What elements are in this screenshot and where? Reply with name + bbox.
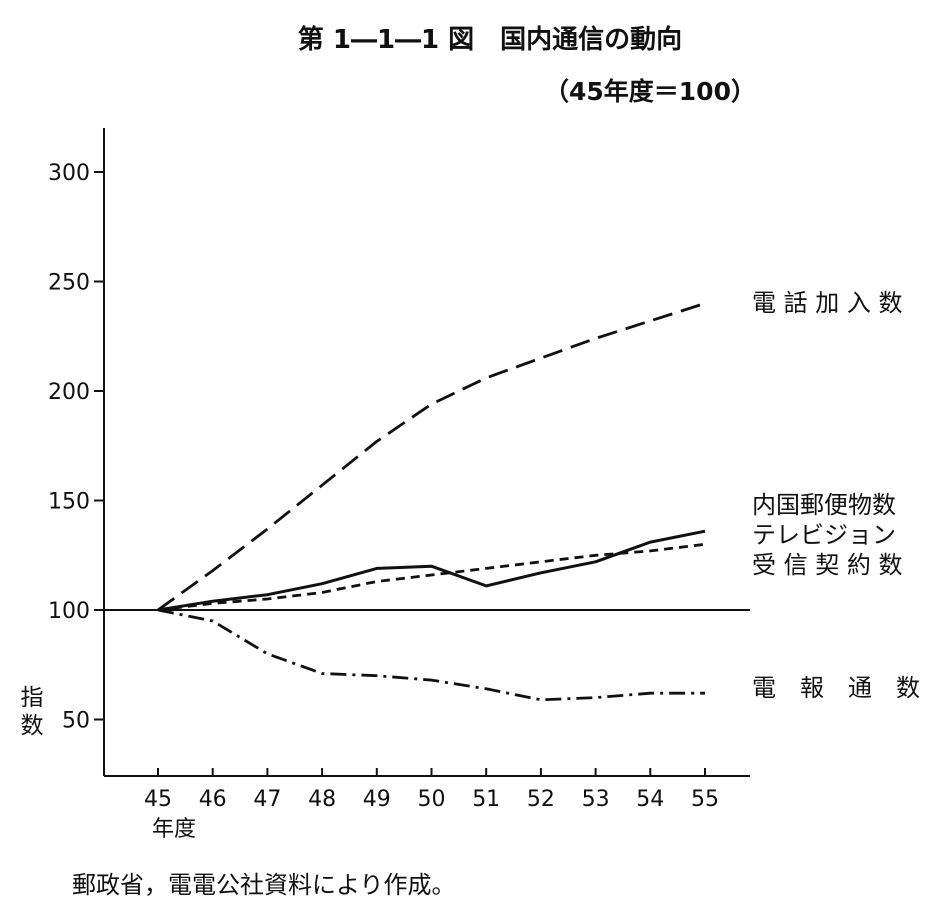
series-label-tv-line2: 受 信 契 約 数 (752, 551, 903, 579)
source-note: 郵政省，電電公社資料により作成。 (72, 871, 456, 899)
x-tick-label: 54 (636, 787, 664, 812)
y-tick-label: 300 (48, 161, 90, 186)
y-tick-label: 100 (48, 599, 90, 624)
series-label-phone: 電 話 加 入 数 (752, 289, 903, 317)
series-label-telegram: 電 報 通 数 (752, 674, 920, 702)
y-tick-label: 250 (48, 271, 90, 296)
x-tick-label: 51 (472, 787, 500, 812)
y-tick-label: 150 (48, 490, 90, 515)
x-tick-label: 49 (363, 787, 391, 812)
series-lines (157, 302, 706, 702)
x-tick-label: 52 (527, 787, 555, 812)
x-tick-label: 46 (199, 787, 227, 812)
axes (103, 128, 750, 777)
y-tick-label: 200 (48, 380, 90, 405)
chart-subtitle: （45年度＝100） (544, 77, 756, 106)
y-tick-label: 50 (62, 709, 90, 734)
y-axis-label: 指数 (21, 685, 44, 739)
series-line-1 (157, 529, 706, 612)
series-line-2 (157, 542, 706, 612)
series-line-3 (157, 608, 705, 702)
series-label-mail: 内国郵便物数 (752, 491, 896, 519)
x-tick-label: 55 (691, 787, 719, 812)
x-tick-label: 50 (418, 787, 446, 812)
x-tick-label: 47 (253, 787, 281, 812)
y-axis-ticks: 50 100 150 200 250 300 (48, 161, 104, 734)
chart-title: 第 1―1―1 図 国内通信の動向 (298, 24, 682, 55)
x-tick-label: 45 (144, 787, 172, 812)
x-tick-label: 53 (582, 787, 610, 812)
x-axis-ticks: 45 46 47 48 49 50 51 52 53 54 55 (144, 768, 719, 812)
x-axis-label: 年度 (152, 817, 196, 842)
series-line-0 (157, 302, 706, 612)
series-label-tv-line1: テレビジョン (752, 521, 896, 549)
x-tick-label: 48 (308, 787, 336, 812)
